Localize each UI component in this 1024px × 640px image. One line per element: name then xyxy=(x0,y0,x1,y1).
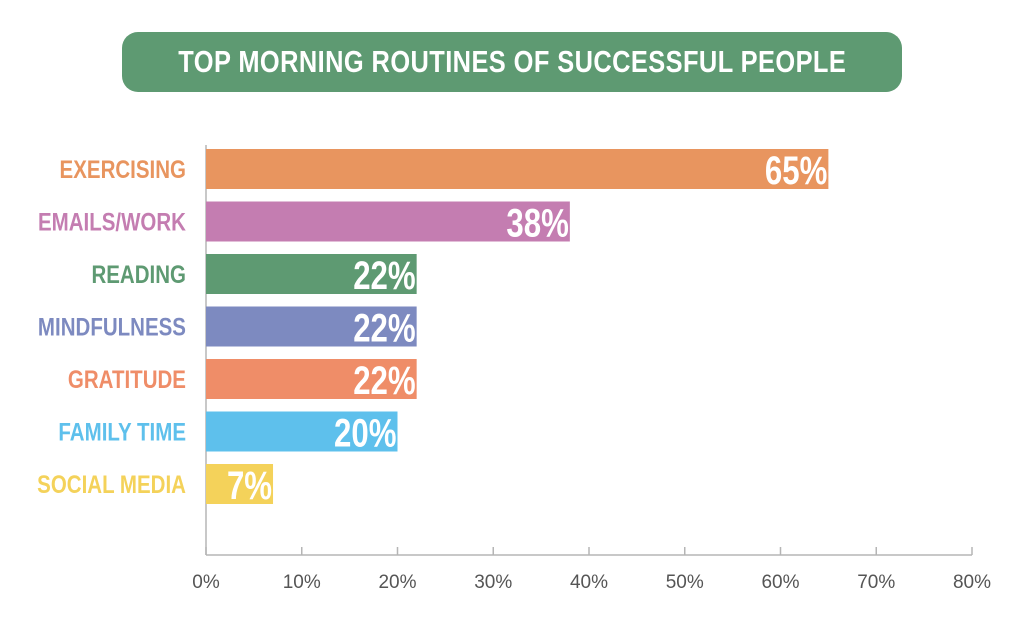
bar xyxy=(206,464,274,504)
x-tick-label: 80% xyxy=(953,572,991,593)
category-label: READING xyxy=(91,260,186,288)
x-tick-label: 10% xyxy=(283,572,321,593)
bar-value-label: 22% xyxy=(353,358,415,403)
category-label: EXERCISING xyxy=(60,155,186,183)
bar-value-label: 7% xyxy=(227,463,272,508)
bar xyxy=(206,201,570,242)
chart-title-banner: TOP MORNING ROUTINES OF SUCCESSFUL PEOPL… xyxy=(122,32,902,92)
bar xyxy=(206,149,829,189)
chart-title: TOP MORNING ROUTINES OF SUCCESSFUL PEOPL… xyxy=(178,44,846,79)
bar-value-label: 65% xyxy=(765,148,827,193)
bar xyxy=(206,306,417,347)
bar-value-label: 38% xyxy=(506,201,568,246)
x-tick-label: 0% xyxy=(192,572,220,593)
bar-value-label: 20% xyxy=(334,411,396,456)
bar xyxy=(206,411,398,452)
category-label: MINDFULNESS xyxy=(38,313,186,341)
x-tick-label: 20% xyxy=(378,572,416,593)
category-label: SOCIAL MEDIA xyxy=(37,470,186,498)
bar-value-label: 22% xyxy=(353,253,415,298)
category-label: FAMILY TIME xyxy=(58,418,186,446)
x-tick-label: 60% xyxy=(761,572,799,593)
bar xyxy=(206,359,417,399)
bar-value-label: 22% xyxy=(353,306,415,351)
category-label: GRATITUDE xyxy=(68,365,186,393)
x-tick-label: 70% xyxy=(857,572,895,593)
category-label: EMAILS/WORK xyxy=(38,208,186,236)
x-tick-label: 50% xyxy=(666,572,704,593)
x-tick-label: 40% xyxy=(570,572,608,593)
bar xyxy=(206,254,417,294)
x-tick-label: 30% xyxy=(474,572,512,593)
